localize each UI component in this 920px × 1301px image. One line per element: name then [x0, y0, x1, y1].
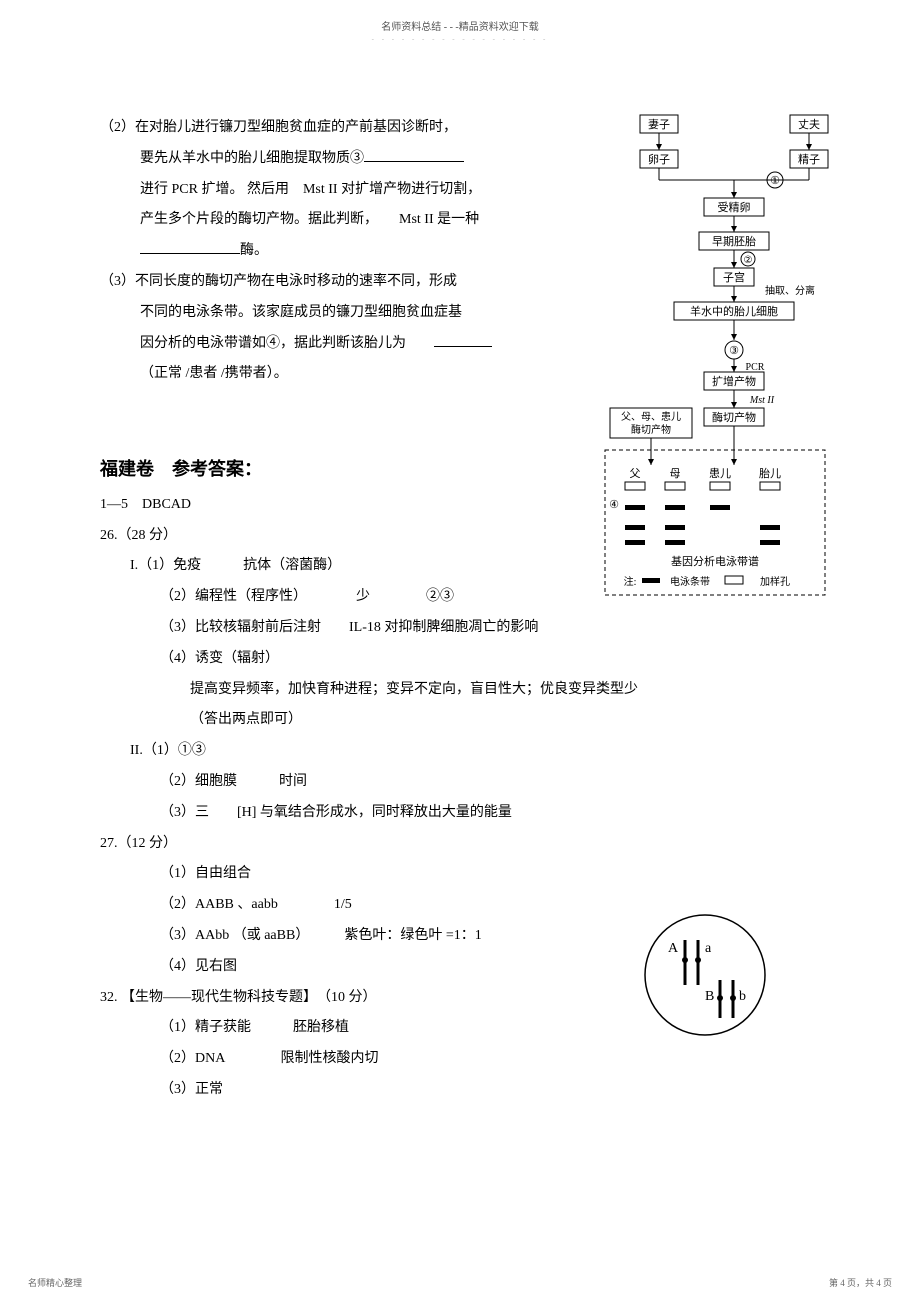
q32-2: （2）DNA 限制性核酸内切 — [100, 1044, 820, 1075]
blank-2 — [140, 253, 240, 254]
d-c2: ② — [744, 255, 753, 266]
d-note-prefix: 注: — [624, 575, 637, 588]
d-fert: 受精卵 — [718, 201, 751, 214]
q3-line1: （3）不同长度的酶切产物在电泳时移动的速率不同，形成 — [100, 267, 540, 298]
d-note-well: 加样孔 — [760, 575, 790, 588]
q2-line3: 进行 PCR 扩增。 然后用 Mst II 对扩增产物进行切割， — [100, 175, 540, 206]
q32-3: （3）正常 — [100, 1075, 820, 1106]
d-c4: ④ — [609, 499, 619, 511]
d-extract: 抽取、分离 — [765, 284, 815, 297]
q26-I-4: （4）诱变（辐射） — [100, 644, 820, 675]
q3-line3-text: 因分析的电泳带谱如④，据此判断该胎儿为 — [140, 336, 406, 351]
q27-1: （1）自由组合 — [100, 859, 820, 890]
d-husband: 丈夫 — [798, 118, 820, 131]
d-note-band: 电泳条带 — [670, 575, 710, 588]
q2-line5: 酶。 — [100, 236, 540, 267]
chrom-A: A — [668, 941, 679, 956]
q27-header: 27.（12 分） — [100, 829, 820, 860]
d-cfather: 父 — [630, 467, 641, 480]
svg-text:父、母、患儿: 父、母、患儿 — [621, 411, 681, 423]
d-embryo: 早期胚胎 — [712, 234, 756, 248]
svg-text:酶切产物: 酶切产物 — [631, 423, 671, 436]
q26-II-3: （3）三 [H] 与氧结合形成水，同时释放出大量的能量 — [100, 798, 820, 829]
d-cells: 羊水中的胎儿细胞 — [690, 304, 778, 318]
q3-line2: 不同的电泳条带。该家庭成员的镰刀型细胞贫血症基 — [100, 298, 540, 329]
d-c1: ① — [770, 175, 780, 187]
q26-II-1: II.（1）①③ — [100, 736, 820, 767]
blank-3 — [434, 346, 492, 347]
chrom-b: b — [739, 989, 746, 1004]
q2-line1: （2）在对胎儿进行镰刀型细胞贫血症的产前基因诊断时， — [100, 113, 540, 144]
chrom-B: B — [705, 989, 714, 1004]
q2-line5-suffix: 酶。 — [240, 243, 268, 258]
q2-line4: 产生多个片段的酶切产物。据此判断， Mst II 是一种 — [100, 205, 540, 236]
page-header-small: 名师资料总结 - - -精品资料欢迎下载 — [0, 0, 920, 33]
d-pcr: PCR — [746, 362, 765, 373]
footer-right: 第 4 页，共 4 页 — [829, 1276, 892, 1289]
blank-1 — [364, 161, 464, 162]
d-cmother: 母 — [670, 467, 681, 480]
d-sperm: 精子 — [798, 153, 820, 166]
chromosome-diagram: A a B b — [640, 910, 770, 1040]
q26-I-4c: （答出两点即可） — [100, 705, 820, 736]
footer-left: 名师精心整理 — [28, 1276, 82, 1289]
q26-I-4b: 提高变异频率，加快育种进程；变异不定向，盲目性大；优良变异类型少 — [100, 675, 820, 706]
d-egg: 卵子 — [648, 153, 670, 166]
q26-II-2: （2）细胞膜 时间 — [100, 767, 820, 798]
d-mst: Mst II — [749, 395, 775, 406]
q3-line4: （正常 /患者 /携带者）。 — [100, 359, 540, 390]
d-cpatient: 患儿 — [709, 467, 731, 480]
chrom-a: a — [705, 941, 712, 956]
d-c3: ③ — [729, 345, 739, 357]
d-gel-title: 基因分析电泳带谱 — [671, 554, 759, 568]
q3-line3: 因分析的电泳带谱如④，据此判断该胎儿为 — [100, 329, 540, 360]
q2-line2: 要先从羊水中的胎儿细胞提取物质③ — [100, 144, 540, 175]
d-cfetus: 胎儿 — [759, 466, 781, 480]
d-wife: 妻子 — [648, 118, 670, 131]
d-fprod: 酶切产物 — [712, 410, 756, 424]
d-amp: 扩增产物 — [712, 374, 756, 388]
page-header-dashes: - - - - - - - - - - - - - - - - - - — [0, 35, 920, 43]
q2-line2-text: 要先从羊水中的胎儿细胞提取物质③ — [140, 151, 364, 166]
d-uterus: 子宫 — [723, 270, 745, 284]
flowchart-diagram: 妻子 丈夫 卵子 精子 ① 受精卵 早期胚胎 ② 子宫 抽取、分离 羊 — [600, 110, 830, 600]
q26-I-3: （3）比较核辐射前后注射 IL-18 对抑制脾细胞凋亡的影响 — [100, 613, 820, 644]
